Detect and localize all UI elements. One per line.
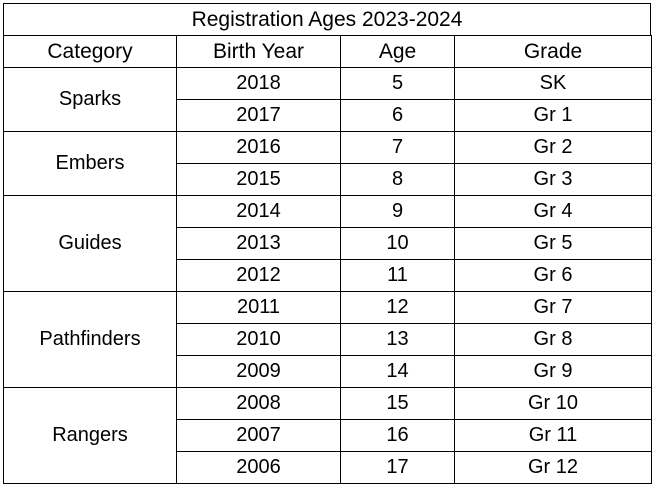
header-category: Category (3, 35, 177, 68)
category-cell: Sparks (3, 67, 177, 132)
birth-year-cell: 2012 (176, 259, 341, 292)
table-row: Sparks 2018 5 SK (3, 67, 652, 132)
age-cell: 6 (340, 99, 455, 132)
grade-cell: Gr 4 (454, 195, 652, 228)
table-row: Embers 2016 7 Gr 2 (3, 131, 652, 196)
table-row: 2013 10 Gr 5 (4, 227, 652, 260)
table-row: 2009 14 Gr 9 (4, 355, 652, 388)
grade-cell: Gr 1 (454, 99, 652, 132)
category-cell: Pathfinders (3, 291, 177, 388)
header-birth-year: Birth Year (176, 35, 341, 68)
birth-year-cell: 2010 (176, 323, 341, 356)
birth-year-cell: 2015 (176, 163, 341, 196)
age-cell: 10 (340, 227, 455, 260)
age-cell: 9 (340, 195, 455, 228)
age-cell: 11 (340, 259, 455, 292)
birth-year-cell: 2013 (176, 227, 341, 260)
table-body: Sparks 2018 5 SK 2017 6 Gr 1 Embers 2016 7 Gr 2 201… (3, 67, 652, 484)
birth-year-cell: 2014 (176, 195, 341, 228)
birth-year-cell: 2017 (176, 99, 341, 132)
grade-cell: Gr 12 (454, 451, 652, 484)
age-cell: 16 (340, 419, 455, 452)
header-row: Category Birth Year Age Grade (3, 35, 652, 68)
table-row: 2006 17 Gr 12 (4, 451, 652, 484)
age-cell: 12 (340, 291, 455, 324)
table-row: Rangers 2008 15 Gr 10 (3, 387, 652, 484)
header-grade: Grade (454, 35, 652, 68)
age-cell: 7 (340, 131, 455, 164)
birth-year-cell: 2009 (176, 355, 341, 388)
grade-cell: Gr 11 (454, 419, 652, 452)
table-title: Registration Ages 2023-2024 (3, 3, 651, 35)
grade-cell: Gr 10 (454, 387, 652, 420)
table-row: 2007 16 Gr 11 (4, 419, 652, 452)
age-cell: 15 (340, 387, 455, 420)
registration-table-container: Registration Ages 2023-2024 Category Bir… (3, 3, 652, 484)
age-cell: 5 (340, 67, 455, 100)
table-row: Guides 2014 9 Gr 4 (3, 195, 652, 292)
grade-cell: Gr 7 (454, 291, 652, 324)
category-cell: Rangers (3, 387, 177, 484)
birth-year-cell: 2008 (176, 387, 341, 420)
table-row: 2017 6 Gr 1 (4, 99, 652, 132)
header-age: Age (340, 35, 455, 68)
birth-year-cell: 2018 (176, 67, 341, 100)
age-cell: 13 (340, 323, 455, 356)
category-cell: Embers (3, 131, 177, 196)
age-cell: 17 (340, 451, 455, 484)
grade-cell: Gr 9 (454, 355, 652, 388)
grade-cell: SK (454, 67, 652, 100)
age-cell: 8 (340, 163, 455, 196)
grade-cell: Gr 6 (454, 259, 652, 292)
grade-cell: Gr 5 (454, 227, 652, 260)
category-cell: Guides (3, 195, 177, 292)
grade-cell: Gr 8 (454, 323, 652, 356)
birth-year-cell: 2006 (176, 451, 341, 484)
table-row: 2012 11 Gr 6 (4, 259, 652, 292)
birth-year-cell: 2016 (176, 131, 341, 164)
grade-cell: Gr 2 (454, 131, 652, 164)
table-row: Pathfinders 2011 12 Gr 7 (3, 291, 652, 388)
registration-ages-table: Category Birth Year Age Grade Sparks 2018… (3, 35, 652, 484)
birth-year-cell: 2011 (176, 291, 341, 324)
grade-cell: Gr 3 (454, 163, 652, 196)
birth-year-cell: 2007 (176, 419, 341, 452)
age-cell: 14 (340, 355, 455, 388)
